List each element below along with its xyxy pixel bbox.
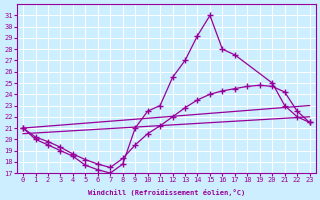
- X-axis label: Windchill (Refroidissement éolien,°C): Windchill (Refroidissement éolien,°C): [88, 189, 245, 196]
